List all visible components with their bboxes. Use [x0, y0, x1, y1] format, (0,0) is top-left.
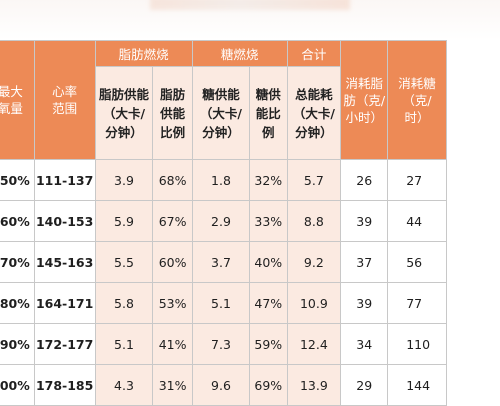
- cell-sugar-energy: 9.6: [191, 364, 251, 406]
- header-fat-ratio: 脂肪 供能 比例: [152, 66, 193, 160]
- cell-sugar-ratio: 69%: [249, 364, 288, 406]
- cell-sugar-ratio: 59%: [249, 323, 288, 365]
- cell-max-oxygen: 80%: [0, 282, 35, 324]
- cell-fat-consumed: 26: [340, 159, 389, 201]
- cell-fat-consumed: 29: [340, 364, 389, 406]
- cell-sugar-consumed: 144: [387, 364, 447, 406]
- header-group-total: 合计: [286, 39, 342, 68]
- cell-sugar-energy: 2.9: [191, 200, 251, 242]
- cell-sugar-energy: 5.1: [191, 282, 251, 324]
- cell-fat-consumed: 39: [340, 200, 389, 242]
- cell-sugar-ratio: 47%: [249, 282, 288, 324]
- cell-fat-ratio: 67%: [152, 200, 193, 242]
- cell-fat-ratio: 53%: [152, 282, 193, 324]
- cell-sugar-consumed: 44: [387, 200, 447, 242]
- header-fat-energy: 脂肪供能 （大卡/ 分钟）: [94, 66, 154, 160]
- header-total-energy: 总能耗 （大卡/ 分钟）: [286, 66, 342, 160]
- header-max-oxygen: 最大 氧量: [0, 40, 35, 160]
- table-row: 60% 140-153 5.9 67% 2.9 33% 8.8 39 44: [0, 200, 486, 242]
- cell-fat-ratio: 41%: [152, 323, 193, 365]
- cell-fat-consumed: 37: [340, 241, 389, 283]
- table-row: 70% 145-163 5.5 60% 3.7 40% 9.2 37 56: [0, 241, 486, 283]
- blurred-title-strip: [150, 0, 350, 10]
- cell-sugar-consumed: 110: [387, 323, 447, 365]
- cell-sugar-ratio: 32%: [249, 159, 288, 201]
- cell-fat-ratio: 68%: [152, 159, 193, 201]
- cell-max-oxygen: 70%: [0, 241, 35, 283]
- cell-sugar-consumed: 27: [387, 159, 447, 201]
- cell-heart-rate-range: 111-137: [33, 159, 96, 201]
- cell-fat-ratio: 60%: [152, 241, 193, 283]
- heart-rate-energy-table: 最大 氧量 心率 范围 脂肪燃烧 糖燃烧 合计 消耗脂 肪（克/ 小时） 消耗糖…: [0, 39, 486, 406]
- cell-total-energy: 12.4: [286, 323, 342, 365]
- cell-heart-rate-range: 178-185: [33, 364, 96, 406]
- cell-fat-energy: 5.1: [94, 323, 154, 365]
- cell-max-oxygen: 60%: [0, 200, 35, 242]
- cell-sugar-consumed: 77: [387, 282, 447, 324]
- cell-sugar-ratio: 33%: [249, 200, 288, 242]
- header-sugar-energy: 糖供能 （大卡/ 分钟）: [191, 66, 251, 160]
- header-heart-rate-range: 心率 范围: [33, 40, 96, 160]
- cell-fat-ratio: 31%: [152, 364, 193, 406]
- table-row: 80% 164-171 5.8 53% 5.1 47% 10.9 39 77: [0, 282, 486, 324]
- cell-max-oxygen: 100%: [0, 364, 35, 406]
- header-group-fat-burn: 脂肪燃烧: [94, 39, 193, 68]
- cell-total-energy: 13.9: [286, 364, 342, 406]
- cell-fat-energy: 4.3: [94, 364, 154, 406]
- cell-total-energy: 5.7: [286, 159, 342, 201]
- table-row: 90% 172-177 5.1 41% 7.3 59% 12.4 34 110: [0, 323, 486, 365]
- cell-total-energy: 8.8: [286, 200, 342, 242]
- cell-sugar-energy: 3.7: [191, 241, 251, 283]
- cell-fat-energy: 5.8: [94, 282, 154, 324]
- cell-fat-consumed: 39: [340, 282, 389, 324]
- cell-heart-rate-range: 164-171: [33, 282, 96, 324]
- cell-sugar-ratio: 40%: [249, 241, 288, 283]
- table-row: 50% 111-137 3.9 68% 1.8 32% 5.7 26 27: [0, 159, 486, 201]
- cell-heart-rate-range: 140-153: [33, 200, 96, 242]
- header-fat-consumed: 消耗脂 肪（克/ 小时）: [340, 40, 389, 160]
- header-group-sugar-burn: 糖燃烧: [191, 39, 288, 68]
- cell-heart-rate-range: 172-177: [33, 323, 96, 365]
- cell-sugar-consumed: 56: [387, 241, 447, 283]
- header-sugar-ratio: 糖供 能比 例: [249, 66, 288, 160]
- cell-max-oxygen: 90%: [0, 323, 35, 365]
- cell-heart-rate-range: 145-163: [33, 241, 96, 283]
- cell-max-oxygen: 50%: [0, 159, 35, 201]
- cell-sugar-energy: 7.3: [191, 323, 251, 365]
- cell-sugar-energy: 1.8: [191, 159, 251, 201]
- cell-fat-energy: 5.9: [94, 200, 154, 242]
- header-sugar-consumed: 消耗糖 （克/ 时）: [387, 40, 447, 160]
- cell-fat-energy: 5.5: [94, 241, 154, 283]
- cell-fat-energy: 3.9: [94, 159, 154, 201]
- cell-total-energy: 9.2: [286, 241, 342, 283]
- cell-fat-consumed: 34: [340, 323, 389, 365]
- cell-total-energy: 10.9: [286, 282, 342, 324]
